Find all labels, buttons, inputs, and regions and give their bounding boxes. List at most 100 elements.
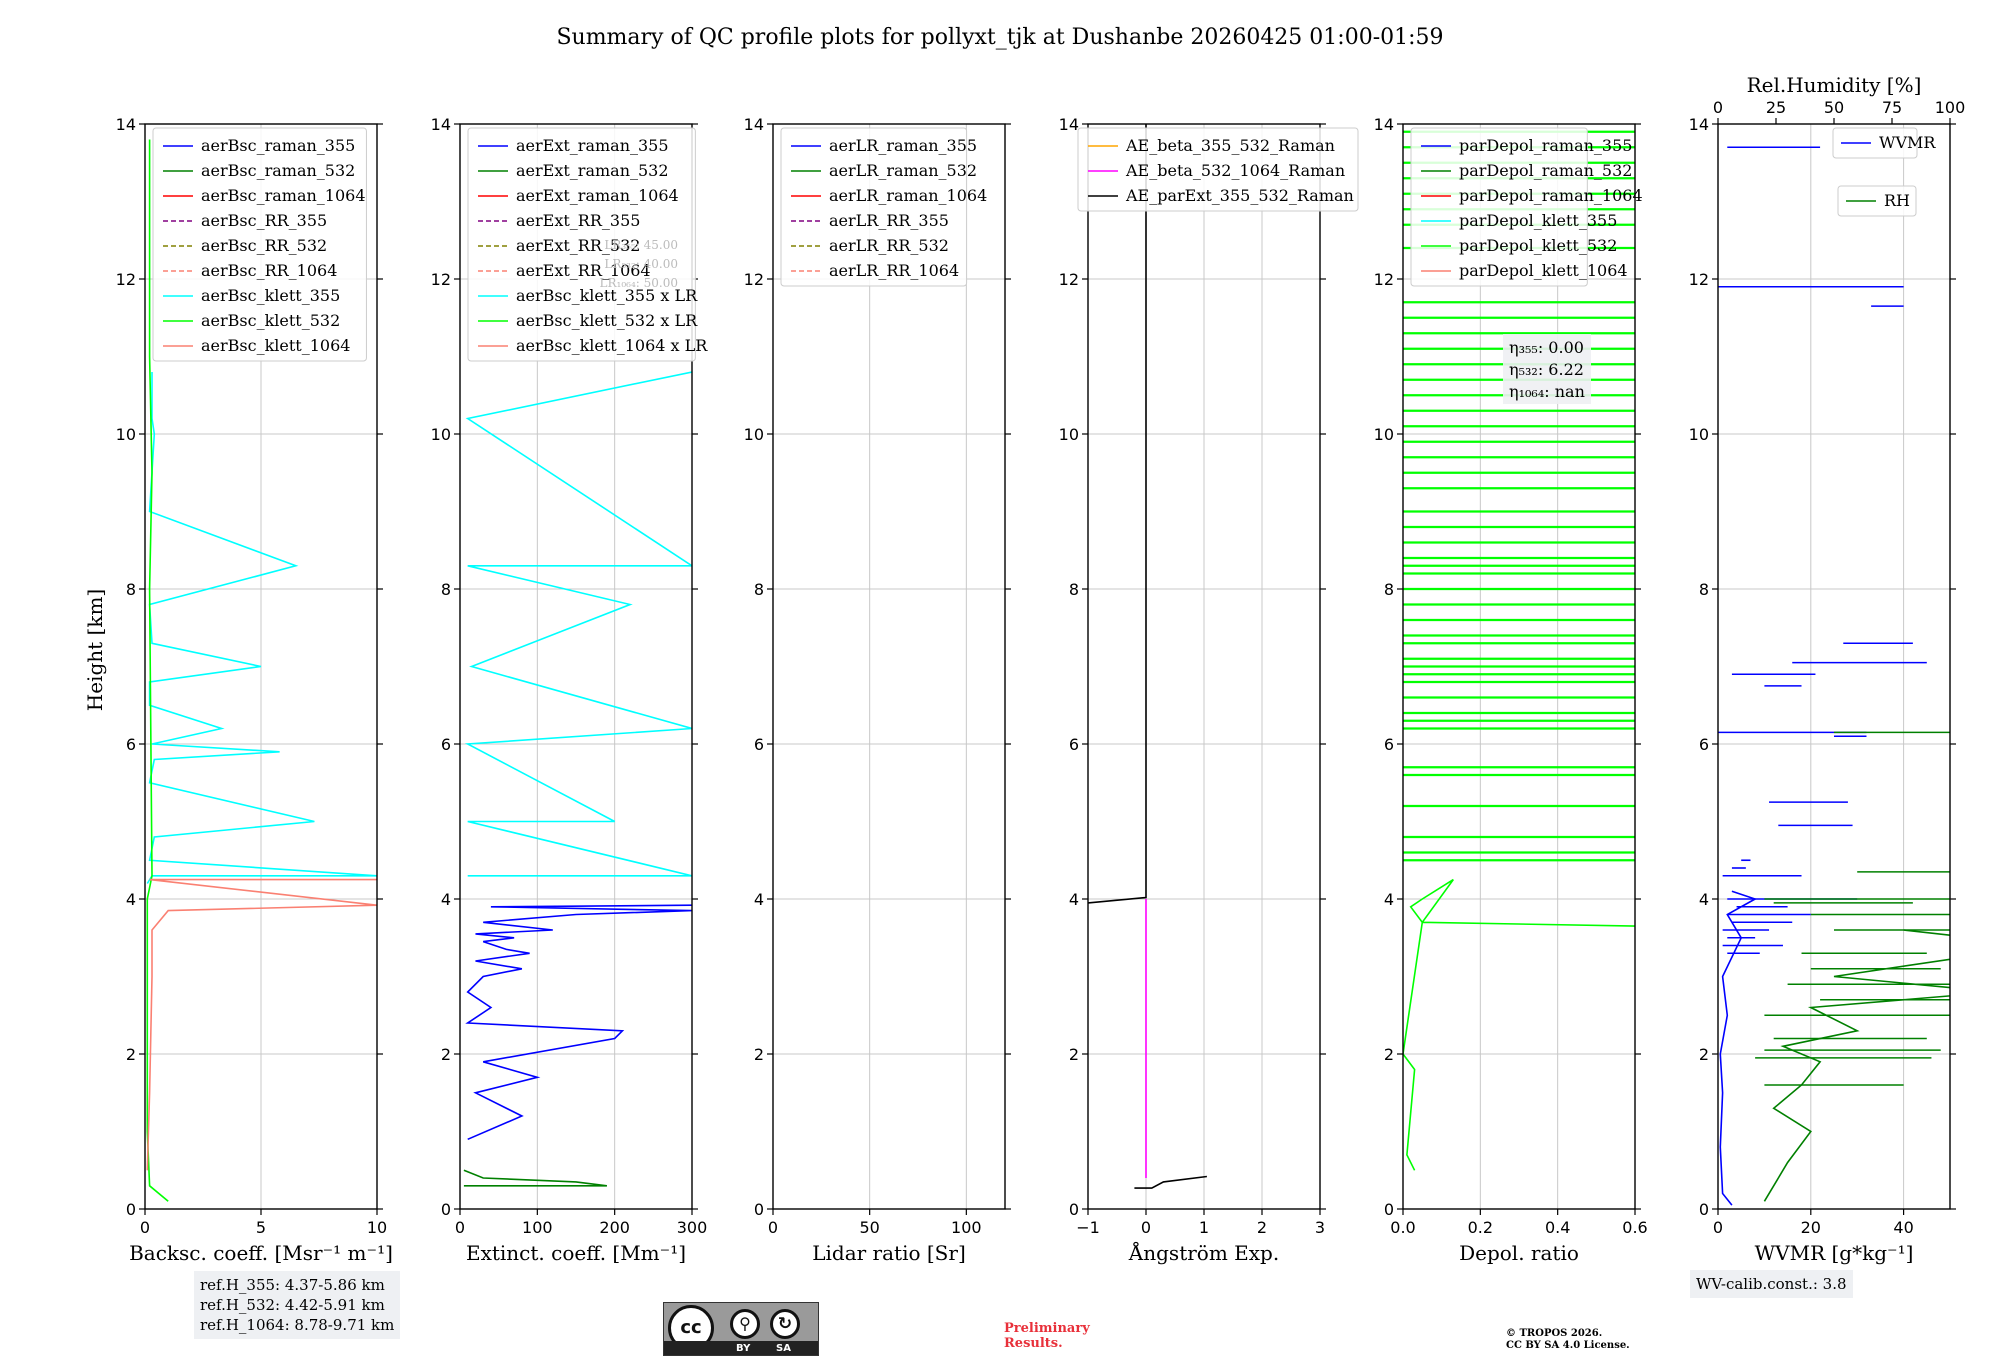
x-tick-label: 20: [1801, 1218, 1821, 1237]
y-tick-label: 14: [1059, 115, 1079, 134]
series-ae-parext-355-532-raman: [1134, 1175, 1207, 1189]
y-axis-label: Height [km]: [83, 589, 107, 711]
y-tick-label: 4: [126, 890, 136, 909]
y-tick-label: 6: [1384, 735, 1394, 754]
legend-label: parDepol_klett_355: [1459, 211, 1617, 230]
y-tick-label: 6: [1069, 735, 1079, 754]
legend-label: aerExt_RR_1064: [516, 261, 651, 280]
plot-area: [1403, 130, 1635, 1171]
y-tick-label: 8: [126, 580, 136, 599]
y-tick-label: 8: [754, 580, 764, 599]
legend-label: aerLR_raman_355: [829, 136, 977, 155]
y-tick-label: 12: [1374, 270, 1394, 289]
legend-label: parDepol_klett_532: [1459, 236, 1617, 255]
legend: aerLR_raman_355 aerLR_raman_532 aerLR_rama…: [780, 127, 987, 287]
axes-frame: [772, 123, 1006, 1210]
legend-label: aerExt_RR_532: [516, 236, 640, 255]
legend-label: AE_parExt_355_532_Raman: [1125, 186, 1354, 205]
y-tick-label: 6: [754, 735, 764, 754]
x-tick-label: 0: [140, 1218, 150, 1237]
wv-calib-text: WV-calib.const.: 3.8: [1696, 1275, 1847, 1293]
copyright-line-1: © TROPOS 2026.: [1506, 1328, 1603, 1339]
y-tick-label: 6: [1699, 735, 1709, 754]
series-ae-parext-355-532-raman-upper-: [1088, 124, 1147, 904]
legend-label: aerBsc_RR_355: [201, 211, 327, 230]
x-tick-label: 100: [951, 1218, 982, 1237]
x-tick-label: −1: [1076, 1218, 1100, 1237]
y-tick-label: 12: [1689, 270, 1709, 289]
series-aerbsc-klett-532: [146, 139, 169, 1202]
y-tick-label: 2: [441, 1045, 451, 1064]
series-aerbsc-klett-355: [146, 372, 377, 884]
y-tick-label: 0: [441, 1200, 451, 1219]
legend-label: AE_beta_355_532_Raman: [1125, 136, 1335, 155]
legend-label: aerExt_raman_532: [516, 161, 669, 180]
x-tick-label: 0.4: [1545, 1218, 1570, 1237]
legend-label: parDepol_raman_1064: [1459, 186, 1643, 205]
legend-label: aerBsc_klett_1064: [201, 336, 350, 355]
panel-2: 0 100 200 300 0 2 4 6 8 10 12 14 Extinct. coeff. [Mm…: [431, 115, 709, 1265]
top-x-tick-label: 25: [1766, 98, 1786, 117]
x-tick-label: 3: [1315, 1218, 1325, 1237]
y-tick-label: 14: [744, 115, 764, 134]
x-axis-label: Lidar ratio [Sr]: [812, 1241, 966, 1265]
y-tick-label: 2: [1069, 1045, 1079, 1064]
license-bar: [664, 1341, 818, 1355]
x-tick-label: 0: [455, 1218, 465, 1237]
y-tick-label: 14: [1374, 115, 1394, 134]
sa-share-icon: ↻: [770, 1309, 800, 1339]
y-tick-label: 14: [116, 115, 136, 134]
x-tick-label: 0: [768, 1218, 778, 1237]
series-wvmr: [1719, 890, 1758, 1206]
y-tick-label: 4: [1384, 890, 1394, 909]
plot-area: [1718, 146, 1950, 1206]
top-x-tick-label: 100: [1935, 98, 1966, 117]
plot-area: [146, 139, 377, 1202]
y-tick-label: 10: [1689, 425, 1709, 444]
panel-5: 0.0 0.2 0.4 0.6 0 2 4 6 8 10 12 14 Depol. ratio parDe…: [1374, 115, 1648, 1265]
legend-box: [1832, 127, 1918, 159]
y-tick-label: 2: [126, 1045, 136, 1064]
ref-height-1064: ref.H_1064: 8.78-9.71 km: [200, 1316, 395, 1334]
legend-label: aerLR_raman_532: [829, 161, 977, 180]
x-tick-label: 0: [1141, 1218, 1151, 1237]
x-tick-label: 50: [859, 1218, 879, 1237]
panel-6: 0 20 40 0 2 4 6 8 10 12 14 WVMR [g*kg⁻¹] 0 25 50 75 100 R…: [1689, 73, 1966, 1265]
eta-box: [1503, 334, 1591, 404]
y-tick-label: 2: [754, 1045, 764, 1064]
legend-label: WVMR: [1879, 133, 1936, 152]
x-axis-label: Depol. ratio: [1459, 1241, 1579, 1265]
y-tick-label: 6: [441, 735, 451, 754]
top-x-tick-label: 50: [1824, 98, 1844, 117]
y-tick-label: 12: [1059, 270, 1079, 289]
legend-label: aerBsc_klett_532 x LR: [516, 311, 698, 330]
legend: AE_beta_355_532_Raman AE_beta_532_1064_Ra…: [1077, 127, 1359, 212]
x-tick-label: 200: [599, 1218, 630, 1237]
legend-box: [467, 127, 696, 362]
y-tick-label: 4: [1699, 890, 1709, 909]
x-tick-label: 10: [367, 1218, 387, 1237]
series-rh: [1763, 929, 1950, 1202]
x-tick-label: 5: [256, 1218, 266, 1237]
y-tick-label: 12: [744, 270, 764, 289]
lidar-ratio-note: LR₃₅₅: 45.00: [604, 238, 678, 252]
y-tick-label: 10: [431, 425, 451, 444]
y-tick-label: 4: [754, 890, 764, 909]
legend-label: aerBsc_raman_532: [201, 161, 355, 180]
y-tick-label: 0: [754, 1200, 764, 1219]
y-tick-label: 10: [744, 425, 764, 444]
legend-box: [1077, 127, 1359, 212]
by-person-icon: ⚲: [730, 1309, 760, 1339]
y-tick-label: 12: [116, 270, 136, 289]
y-tick-label: 8: [1699, 580, 1709, 599]
legend-label: aerBsc_klett_532: [201, 311, 340, 330]
legend-label: RH: [1884, 191, 1910, 210]
legend: parDepol_raman_355 parDepol_raman_532 parD…: [1410, 127, 1643, 287]
y-tick-label: 0: [1384, 1200, 1394, 1219]
eta-note: η₁₀₆₄: nan: [1509, 382, 1585, 401]
plot-area: [463, 371, 692, 1187]
y-tick-label: 2: [1384, 1045, 1394, 1064]
y-tick-label: 0: [1069, 1200, 1079, 1219]
